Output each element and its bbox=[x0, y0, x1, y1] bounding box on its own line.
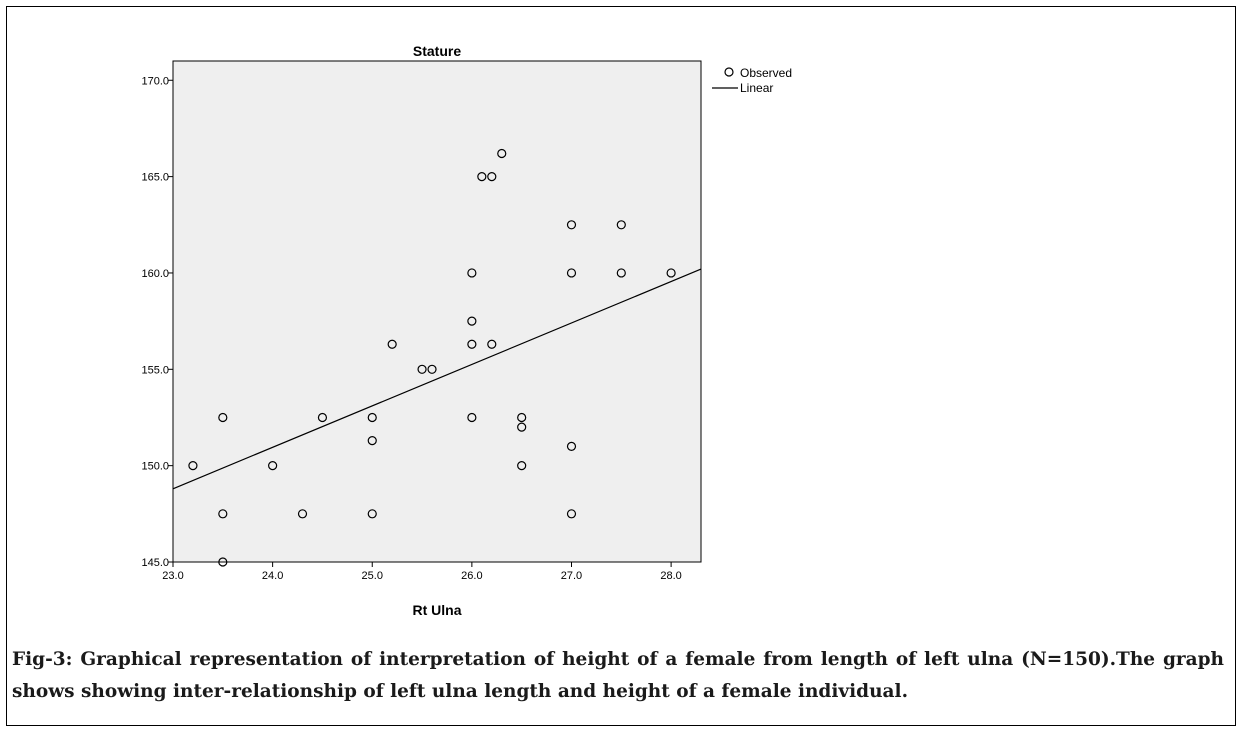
observed-point bbox=[427, 364, 437, 374]
observed-point bbox=[467, 268, 477, 278]
x-tick-label: 27.0 bbox=[561, 570, 582, 582]
legend-observed-marker bbox=[724, 67, 734, 77]
observed-point bbox=[517, 412, 527, 423]
observed-point bbox=[297, 509, 308, 519]
y-tick-label: 160.0 bbox=[141, 268, 169, 280]
observed-point bbox=[317, 412, 328, 423]
observed-point bbox=[616, 268, 626, 278]
observed-point bbox=[487, 339, 497, 349]
legend-observed-label: Observed bbox=[740, 66, 792, 80]
observed-point bbox=[467, 339, 477, 349]
observed-point bbox=[467, 316, 477, 326]
observed-point bbox=[367, 436, 377, 446]
scatter-chart: Stature Rt Ulna 23.0 24.0 25.0 26.0 27.0 28.0… bbox=[141, 43, 792, 618]
y-tick-label: 155.0 bbox=[141, 364, 169, 376]
observed-point bbox=[566, 220, 577, 230]
observed-point bbox=[566, 268, 577, 278]
figure-caption: Fig-3: Graphical representation of inter… bbox=[12, 649, 1224, 702]
legend-linear-label: Linear bbox=[740, 81, 773, 95]
observed-point bbox=[487, 172, 497, 182]
observed-point bbox=[566, 509, 577, 519]
observed-point bbox=[517, 422, 527, 432]
observed-point bbox=[666, 268, 676, 278]
observed-point bbox=[218, 509, 228, 519]
x-tick-label: 26.0 bbox=[461, 570, 482, 582]
x-axis-label: Rt Ulna bbox=[413, 602, 462, 618]
x-tick-label: 23.0 bbox=[162, 570, 183, 582]
x-tick-label: 25.0 bbox=[362, 570, 383, 582]
observed-point bbox=[417, 364, 427, 374]
observed-point bbox=[218, 412, 228, 423]
observed-point bbox=[387, 339, 397, 349]
observed-point bbox=[268, 461, 278, 471]
observed-point bbox=[497, 148, 507, 159]
y-tick-label: 170.0 bbox=[141, 75, 169, 87]
observed-point bbox=[467, 412, 477, 423]
observed-point bbox=[616, 220, 626, 230]
x-tick-label: 24.0 bbox=[262, 570, 283, 582]
plot-area bbox=[172, 60, 702, 563]
observed-point bbox=[566, 441, 577, 451]
observed-point bbox=[218, 557, 228, 567]
y-tick-label: 145.0 bbox=[141, 557, 169, 569]
y-tick-label: 150.0 bbox=[141, 461, 169, 473]
observed-point bbox=[367, 509, 377, 519]
y-tick-label: 165.0 bbox=[141, 172, 169, 184]
linear-fit-line bbox=[172, 268, 702, 490]
observed-point bbox=[517, 461, 527, 471]
chart-title: Stature bbox=[413, 43, 461, 59]
observed-point bbox=[367, 412, 377, 423]
observed-point bbox=[188, 461, 198, 471]
observed-point bbox=[477, 172, 487, 182]
x-tick-label: 28.0 bbox=[660, 570, 681, 582]
